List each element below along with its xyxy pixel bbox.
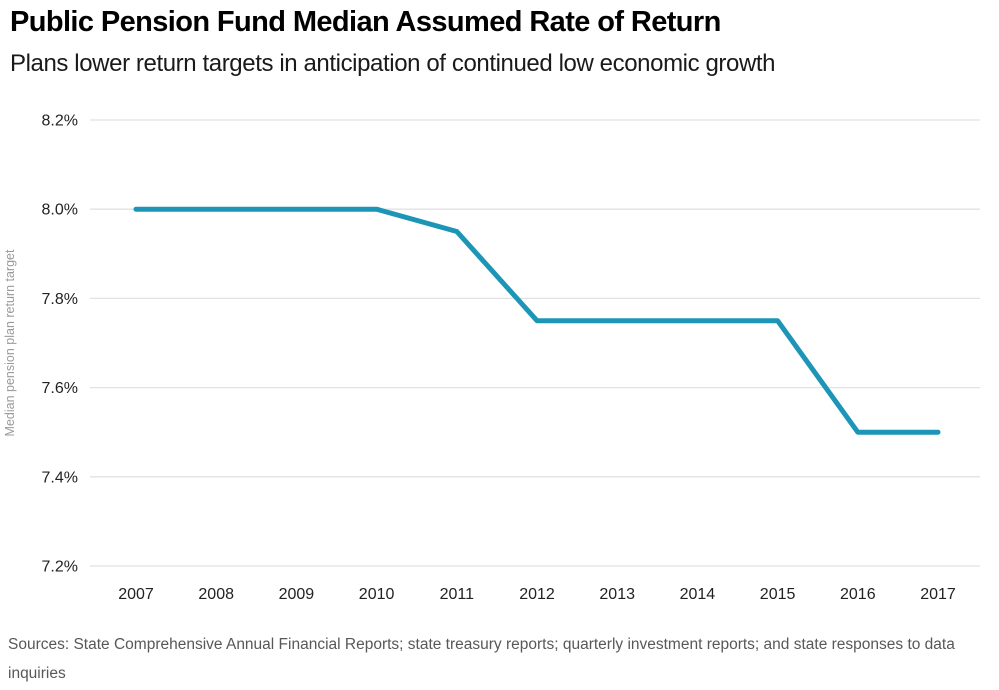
x-tick-label: 2014 (680, 586, 716, 603)
y-tick-label: 7.4% (42, 469, 78, 486)
x-tick-label: 2009 (279, 586, 315, 603)
line-chart: 8.2% 8.0% 7.8% 7.6% 7.4% 7.2% 2007 2008 2009 2010… (0, 100, 999, 620)
x-tick-label: 2016 (840, 586, 876, 603)
series-line (133, 206, 941, 435)
x-tick-label: 2015 (760, 586, 796, 603)
page-subtitle: Plans lower return targets in anticipati… (10, 50, 776, 77)
y-axis-title: Median pension plan return target (3, 249, 17, 436)
y-tick-label: 7.6% (42, 380, 78, 397)
y-tick-label: 8.2% (42, 113, 78, 130)
y-tick-label: 7.8% (42, 291, 78, 308)
page-title: Public Pension Fund Median Assumed Rate … (10, 6, 721, 38)
x-tick-label: 2008 (198, 586, 234, 603)
x-tick-label: 2011 (440, 586, 475, 603)
x-tick-label: 2007 (118, 586, 154, 603)
x-tick-label: 2017 (920, 586, 956, 603)
line-chart-canvas: 8.2% 8.0% 7.8% 7.6% 7.4% 7.2% 2007 2008 2009 2010… (3, 113, 980, 603)
y-tick-label: 8.0% (42, 202, 78, 219)
x-tick-label: 2013 (599, 586, 635, 603)
y-tick-label: 7.2% (42, 559, 78, 576)
x-tick-label: 2012 (519, 586, 555, 603)
sources-note: Sources: State Comprehensive Annual Fina… (8, 636, 955, 682)
x-tick-label: 2010 (359, 586, 395, 603)
